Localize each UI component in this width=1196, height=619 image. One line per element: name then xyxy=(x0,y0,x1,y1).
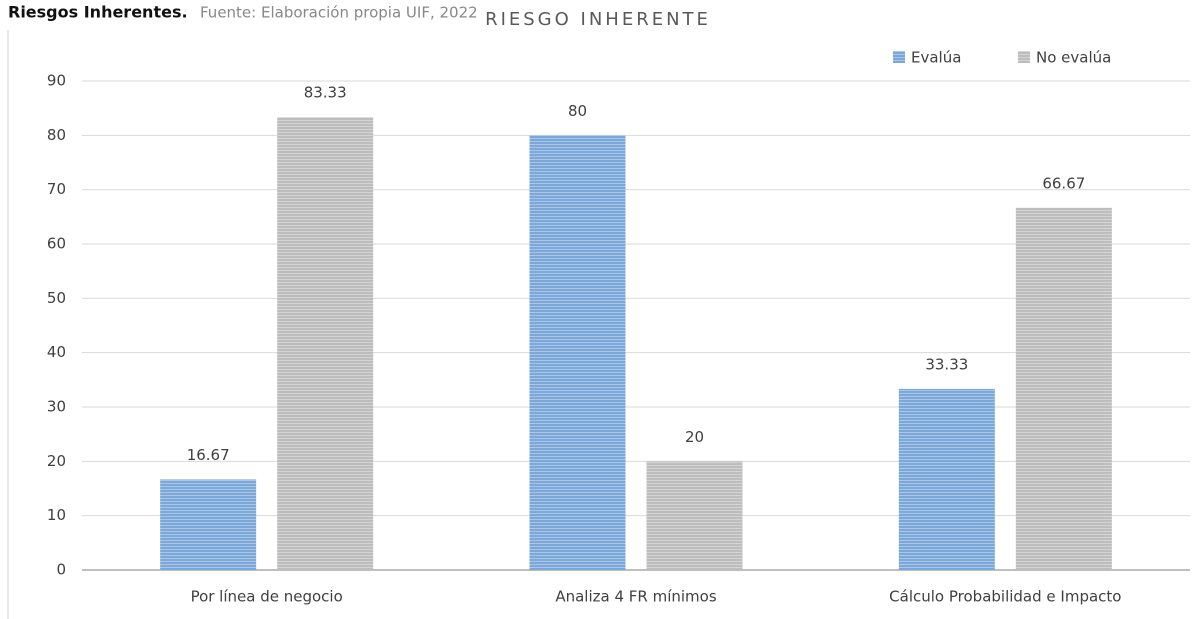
y-tick-label: 30 xyxy=(47,398,66,416)
y-tick-label: 0 xyxy=(56,561,66,579)
source-note: Fuente: Elaboración propia UIF, 2022 xyxy=(200,4,478,22)
legend-swatch xyxy=(1018,51,1030,63)
x-tick-label: Cálculo Probabilidad e Impacto xyxy=(889,588,1121,606)
y-tick-label: 40 xyxy=(47,343,66,361)
bar xyxy=(1015,207,1112,570)
bar xyxy=(277,117,374,571)
chart-title: RIESGO INHERENTE xyxy=(485,9,711,30)
y-tick-label: 80 xyxy=(47,126,66,144)
data-label: 80 xyxy=(568,102,587,120)
data-label: 20 xyxy=(685,428,704,446)
bar xyxy=(160,479,257,570)
data-label: 16.67 xyxy=(187,446,230,464)
y-tick-label: 90 xyxy=(47,72,66,90)
bar xyxy=(529,135,626,571)
bar xyxy=(646,461,743,570)
y-tick-label: 10 xyxy=(47,506,66,524)
legend-swatch xyxy=(893,51,905,63)
legend-label: No evalúa xyxy=(1036,49,1111,67)
data-label: 83.33 xyxy=(304,84,347,102)
x-tick-label: Analiza 4 FR mínimos xyxy=(555,588,717,606)
legend-label: Evalúa xyxy=(911,49,961,67)
y-tick-label: 70 xyxy=(47,180,66,198)
y-tick-label: 50 xyxy=(47,289,66,307)
figure-label: Riesgos Inherentes. xyxy=(8,3,188,22)
data-label: 66.67 xyxy=(1042,174,1085,192)
y-tick-label: 20 xyxy=(47,452,66,470)
data-label: 33.33 xyxy=(925,355,968,373)
bar xyxy=(898,388,995,570)
y-tick-label: 60 xyxy=(47,235,66,253)
x-tick-label: Por línea de negocio xyxy=(191,588,343,606)
